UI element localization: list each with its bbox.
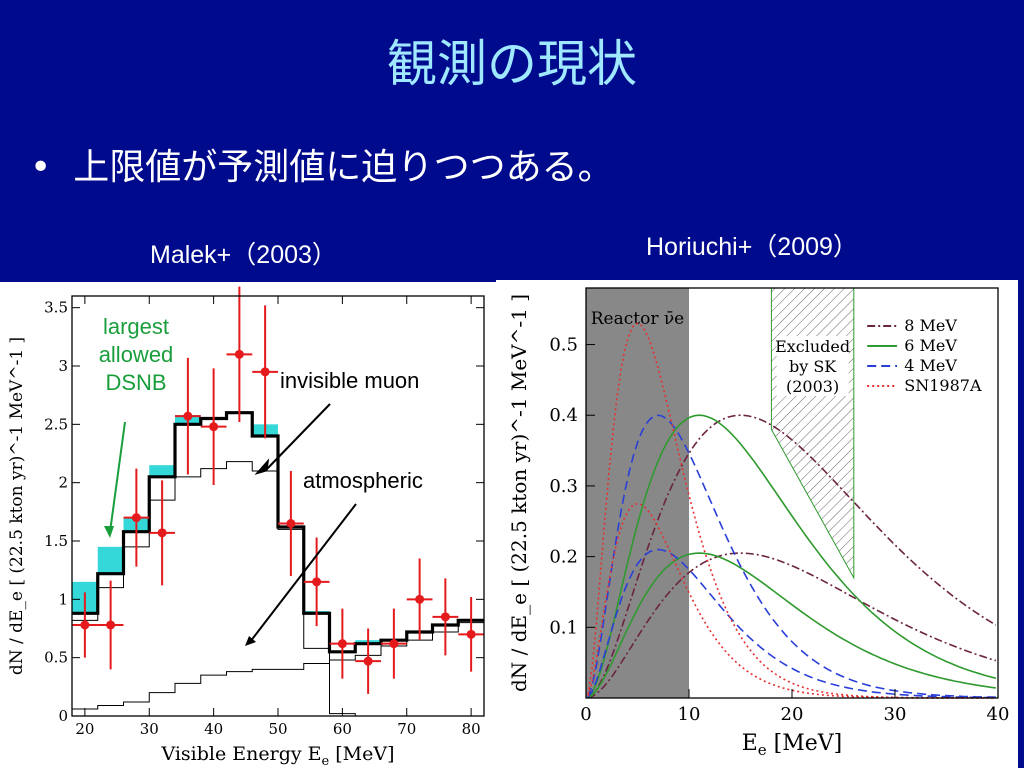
spectrum-curve-4-mev (587, 548, 996, 699)
excluded-label: (2003) (786, 377, 839, 396)
spectrum-curve-6-mev (587, 552, 996, 699)
malek-chart: 20 30 40 50 60 70 80 0 0.5 1 1.5 2 2.5 3 3.5 Visible En… (7, 286, 485, 768)
x-axis-label: Visible Energy Ee [MeV] (160, 743, 394, 768)
x-tick-label: 30 (140, 720, 159, 738)
atmospheric-annotation: atmospheric (303, 468, 423, 493)
y-tick-label: 0.5 (44, 649, 68, 667)
y-tick-label: 0.5 (549, 335, 578, 356)
bullet-point: • 上限値が予測値に迫りつつある。 (30, 146, 614, 190)
x-axis-label: Ee [MeV] (742, 731, 843, 759)
data-point (440, 612, 450, 622)
x-tick-label: 30 (884, 704, 907, 725)
excluded-label-bg (776, 376, 849, 396)
data-point (466, 629, 476, 639)
data-point (183, 411, 193, 421)
invisible-muon-arrowhead (254, 458, 270, 475)
reactor-band (586, 288, 689, 698)
excluded-label: by SK (789, 357, 837, 376)
legend-label: 8 MeV (904, 316, 957, 335)
x-tick-label: 40 (987, 704, 1010, 725)
y-tick-label: 0.3 (549, 476, 578, 497)
reactor-label: Reactor ν̄e (591, 309, 685, 329)
bullet-marker: • (30, 147, 52, 188)
y-tick-label: 1 (58, 590, 68, 608)
data-point (131, 513, 141, 523)
dsnb-annotation-line: DSNB (105, 370, 166, 395)
data-point (80, 620, 90, 630)
data-point (106, 620, 116, 630)
slide-edge-strip (1018, 280, 1024, 768)
x-tick-label: 60 (333, 720, 352, 738)
dsnb-annotation-line: largest (103, 314, 169, 339)
data-point (363, 656, 373, 666)
spectrum-curve-8-mev (587, 552, 997, 699)
y-tick-label: 0.4 (549, 405, 578, 426)
y-axis-label: dN / dE_e [ (22.5 kton yr)^-1 MeV^-1 ] (507, 294, 531, 692)
excluded-label-bg (776, 356, 849, 376)
x-tick-label: 0 (580, 704, 591, 725)
x-tick-label: 20 (75, 720, 94, 738)
right-chart-caption: Horiuchi+（2009） (646, 233, 858, 261)
data-point (234, 349, 244, 359)
data-point (260, 367, 270, 377)
atmospheric-histogram (72, 622, 484, 710)
y-axis-label: dN / dE_e [ (22.5 kton yr)^-1 MeV^-1 ] (7, 337, 27, 675)
data-point (209, 422, 219, 432)
data-point (389, 639, 399, 649)
y-tick-label: 0.1 (549, 617, 578, 638)
excluded-label: Excluded (775, 337, 850, 356)
slide-title: 観測の現状 (387, 35, 637, 93)
y-tick-label: 3.5 (44, 299, 68, 317)
dsnb-fill-bin (149, 465, 175, 477)
y-tick-label: 2.5 (44, 415, 68, 433)
atmospheric-arrowhead (245, 636, 256, 646)
left-chart-panel: 20 30 40 50 60 70 80 0 0.5 1 1.5 2 2.5 3 3.5 Visible En… (0, 282, 496, 768)
atmospheric-arrow (249, 503, 357, 643)
x-tick-label: 10 (678, 704, 701, 725)
bullet-text: 上限値が予測値に迫りつつある。 (73, 147, 614, 188)
spectrum-curve-6-mev (587, 414, 997, 698)
x-tick-label: 50 (268, 720, 287, 738)
data-point (337, 639, 347, 649)
x-tick-label: 20 (781, 704, 804, 725)
total-histogram (72, 411, 484, 654)
invisible-muon-annotation: invisible muon (280, 368, 419, 393)
y-tick-label: 1.5 (44, 532, 68, 550)
right-chart-panel: Reactor ν̄e Excluded by SK (2003) 8 MeV 6 MeV… (496, 280, 1024, 768)
legend-label: 4 MeV (904, 356, 957, 375)
y-tick-label: 3 (58, 357, 68, 375)
legend-label: 6 MeV (904, 336, 957, 355)
y-tick-label: 2 (58, 474, 68, 492)
data-point (415, 594, 425, 604)
data-point (312, 577, 322, 587)
excluded-label-bg (776, 336, 849, 356)
legend-label: SN1987A (904, 376, 982, 395)
y-tick-label: 0.2 (549, 547, 578, 568)
spectrum-curve-4-mev (587, 414, 996, 698)
x-tick-label: 70 (397, 720, 416, 738)
data-point (286, 519, 296, 528)
x-tick-label: 80 (462, 720, 481, 738)
dsnb-fill-bin (97, 546, 124, 574)
dsnb-annotation-line: allowed (99, 342, 174, 367)
x-tick-label: 40 (204, 720, 223, 738)
dsnb-arrow (109, 421, 126, 533)
data-point (157, 528, 167, 538)
left-chart-caption: Malek+（2003） (150, 241, 337, 269)
y-tick-label: 0 (58, 707, 68, 725)
dsnb-arrowhead (104, 526, 114, 538)
invisible-muon-arrow (265, 403, 331, 471)
